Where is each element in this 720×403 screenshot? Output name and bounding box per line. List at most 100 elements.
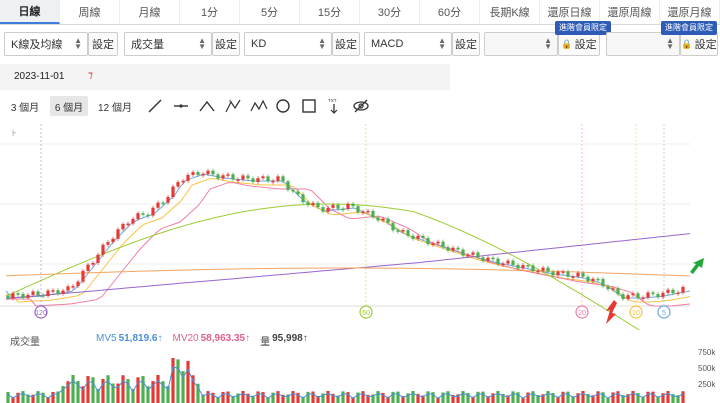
volume-bar (351, 397, 355, 403)
candlestick (206, 170, 210, 175)
volume-bar (671, 394, 675, 403)
circle-icon[interactable] (274, 97, 292, 115)
candlestick (51, 290, 55, 292)
range-6m-button[interactable]: 6 個月 (50, 96, 88, 116)
tab-4[interactable]: 5分 (240, 0, 300, 24)
polyline-icon[interactable] (198, 97, 216, 115)
candlestick (546, 267, 550, 272)
ma-marker-label: 5 (662, 310, 666, 317)
kd-setting-button[interactable]: 設定 (332, 32, 360, 56)
tab-0[interactable]: 日線 (0, 0, 60, 24)
volume-chart[interactable]: 750k 500k 250k (0, 344, 720, 403)
ma-setting-button[interactable]: 設定 (88, 32, 118, 56)
candlestick (106, 242, 110, 245)
candlestick (116, 229, 120, 239)
tab-7[interactable]: 60分 (420, 0, 480, 24)
candlestick (96, 254, 100, 263)
ma240-line (5, 267, 691, 277)
volume-bar (26, 394, 30, 403)
candlestick (431, 243, 435, 245)
volume-bar (61, 386, 65, 403)
volume-bar (271, 392, 275, 403)
mv20-value: 58,963.35↑ (200, 333, 251, 344)
volume-legend: 成交量 MV5 51,819.6↑ MV20 58,963.35↑ 量 95,9… (10, 333, 308, 348)
volume-bar (46, 397, 50, 403)
tab-9[interactable]: 還原日線 (540, 0, 600, 24)
volume-bar (31, 394, 35, 403)
candlestick (641, 297, 645, 300)
volume-bar (621, 395, 625, 403)
volume-bar (536, 395, 540, 403)
hide-drawings-icon[interactable] (352, 97, 370, 115)
info-bar: 2023-11-01 ⁊ (0, 64, 450, 90)
red-arrow-icon (606, 300, 617, 324)
ma-indicator-select[interactable]: K線及均線 ▲ ▼ (4, 32, 88, 56)
text-annotation-icon[interactable]: TXT (325, 97, 343, 115)
candlestick (541, 267, 545, 271)
macd-indicator-select[interactable]: MACD ▲ ▼ (364, 32, 452, 56)
line-tool-icon[interactable] (146, 97, 164, 115)
candlestick (26, 294, 30, 298)
tab-6[interactable]: 30分 (360, 0, 420, 24)
volume-bar (181, 371, 185, 403)
locked-setting-button-1[interactable]: 🔒 設定 進階會員限定 (555, 21, 611, 56)
horizontal-line-icon[interactable] (172, 97, 190, 115)
ma-marker (359, 305, 373, 319)
locked-indicator-select-1[interactable]: ▲ ▼ (484, 32, 558, 56)
volume-bar (556, 396, 560, 403)
volume-indicator-select[interactable]: 成交量 ▲ ▼ (124, 32, 212, 56)
abcd-pattern-icon[interactable] (250, 97, 268, 115)
candlestick (601, 278, 605, 287)
volume-setting-button[interactable]: 設定 (212, 32, 240, 56)
volume-bar (331, 393, 335, 403)
candlestick (86, 264, 90, 271)
volume-bar (356, 392, 360, 403)
indicator-row: K線及均線 ▲ ▼ 設定 成交量 ▲ ▼ 設定 KD ▲ ▼ 設定 MACD ▲ ▼ 設定 ▲ ▼… (0, 21, 720, 60)
volume-bar (626, 394, 630, 403)
volume-bar (406, 393, 410, 403)
candlestick (586, 276, 590, 282)
volume-bar (471, 396, 475, 403)
volume-bar (651, 391, 655, 403)
tab-3[interactable]: 1分 (180, 0, 240, 24)
kd-indicator-select[interactable]: KD ▲ ▼ (244, 32, 332, 56)
volume-bar (161, 381, 165, 403)
tab-10[interactable]: 還原周線 (600, 0, 660, 24)
candlestick (621, 294, 625, 299)
tab-1[interactable]: 周線 (60, 0, 120, 24)
volume-bar (36, 391, 40, 403)
volume-bar (156, 375, 160, 403)
moving-average-lines (5, 173, 691, 330)
candlestick (101, 244, 105, 255)
candlestick (496, 258, 500, 265)
volume-bar (516, 392, 520, 403)
tab-5[interactable]: 15分 (300, 0, 360, 24)
candlestick (171, 186, 175, 197)
volume-bar (296, 392, 300, 403)
volume-bar (281, 394, 285, 403)
volume-bar (176, 359, 180, 403)
main-price-chart[interactable]: ⊦ 120 60 20 10 5 (0, 124, 720, 330)
volume-mv5-line (7, 366, 684, 400)
candlestick (471, 252, 475, 255)
candlestick (426, 238, 430, 245)
volume-bar (221, 391, 225, 403)
volume-bar (481, 391, 485, 403)
candlestick (76, 281, 80, 287)
rectangle-icon[interactable] (300, 97, 318, 115)
volume-bar (371, 394, 375, 403)
tab-8[interactable]: 長期K線 (480, 0, 540, 24)
candlestick (606, 286, 610, 290)
range-12m-button[interactable]: 12 個月 (98, 102, 132, 114)
candlestick (231, 174, 235, 180)
macd-setting-button[interactable]: 設定 (452, 32, 480, 56)
tab-2[interactable]: 月線 (120, 0, 180, 24)
volume-bar (646, 391, 650, 403)
volume-bar (131, 388, 135, 403)
locked-indicator-select-2[interactable]: ▲ ▼ (606, 32, 680, 56)
candlestick (511, 260, 515, 265)
locked-setting-button-2[interactable]: 🔒 設定 進階會員限定 (661, 21, 718, 56)
volume-bar (616, 391, 620, 403)
range-3m-button[interactable]: 3 個月 (10, 102, 40, 114)
abc-pattern-icon[interactable]: A (224, 97, 242, 115)
